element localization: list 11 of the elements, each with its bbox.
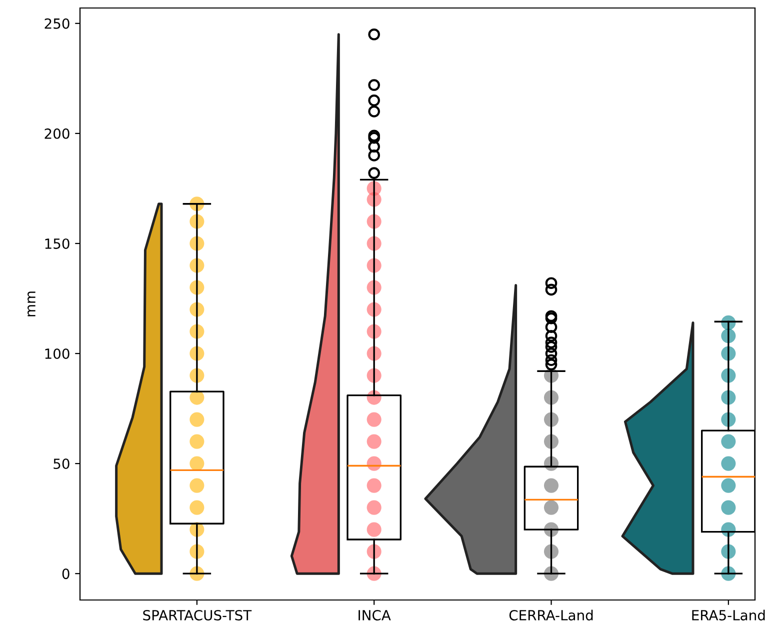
y-tick-label: 50 bbox=[54, 458, 70, 470]
y-tick-label: 200 bbox=[44, 128, 70, 139]
y-tick-label: 0 bbox=[62, 568, 70, 580]
x-tick-label: SPARTACUS-TST bbox=[143, 610, 252, 620]
y-tick-label: 100 bbox=[45, 348, 70, 359]
y-axis-title: mm bbox=[28, 292, 36, 316]
x-tick-label: CERRA-Land bbox=[509, 610, 593, 620]
y-tick-label: 150 bbox=[45, 238, 70, 249]
x-tick-label: ERA5-Land bbox=[692, 610, 765, 620]
y-tick-label: 250 bbox=[44, 18, 70, 29]
x-tick-label: INCA bbox=[358, 610, 391, 620]
